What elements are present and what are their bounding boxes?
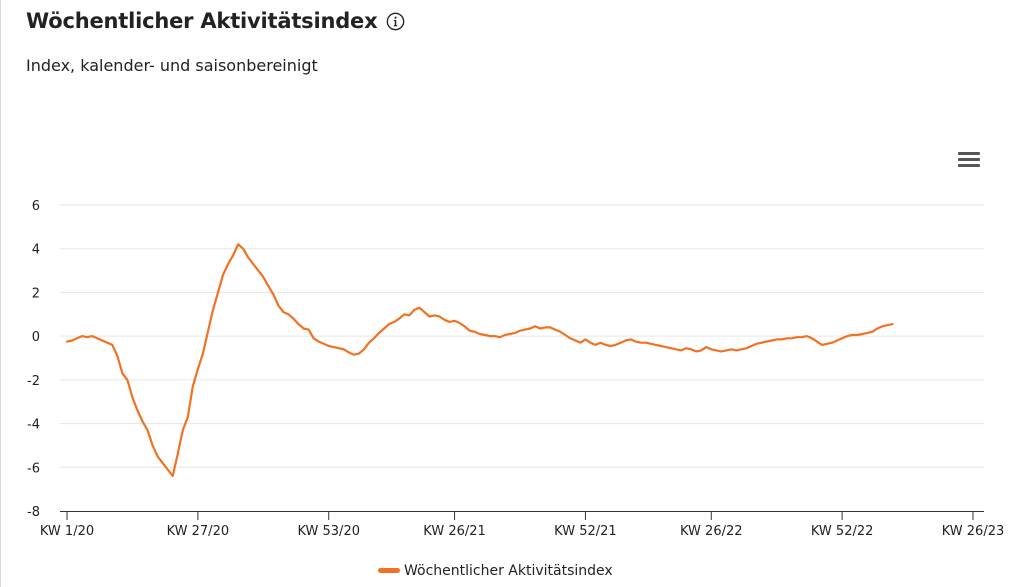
y-tick-label: -6 (27, 461, 40, 476)
chart-subtitle: Index, kalender- und saisonbereinigt (26, 56, 318, 75)
x-tick-label: KW 26/22 (680, 524, 743, 539)
y-tick-label: -8 (27, 505, 40, 520)
y-tick-label: -4 (27, 418, 40, 433)
y-tick-label: 6 (32, 199, 40, 214)
chart-header: Wöchentlicher Aktivitätsindex (26, 9, 405, 33)
chart-legend[interactable]: Wöchentlicher Aktivitätsindex (378, 563, 613, 579)
legend-label: Wöchentlicher Aktivitätsindex (404, 563, 613, 579)
y-tick-label: 4 (32, 243, 40, 258)
chart-title: Wöchentlicher Aktivitätsindex (26, 9, 378, 33)
x-tick-label: KW 52/21 (554, 524, 617, 539)
x-tick-label: KW 26/21 (423, 524, 486, 539)
x-tick-label: KW 1/20 (40, 524, 94, 539)
y-tick-label: 2 (32, 286, 40, 301)
legend-swatch (378, 568, 400, 573)
y-tick-label: 0 (32, 330, 40, 345)
x-tick-label: KW 27/20 (167, 524, 230, 539)
y-tick-label: -2 (27, 374, 40, 389)
x-tick-label: KW 26/23 (942, 524, 1005, 539)
x-tick-label: KW 53/20 (297, 524, 360, 539)
x-tick-label: KW 52/22 (811, 524, 874, 539)
info-circle-icon[interactable] (386, 12, 405, 31)
series-line[interactable] (65, 243, 894, 478)
hamburger-menu-icon[interactable] (958, 150, 980, 168)
